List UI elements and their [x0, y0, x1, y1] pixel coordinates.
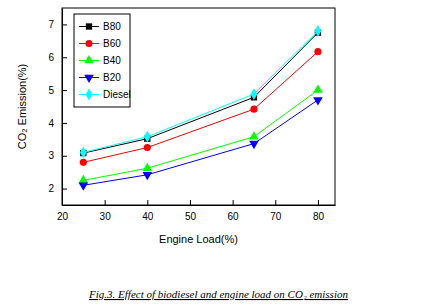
marker [80, 147, 87, 159]
marker [249, 131, 259, 139]
tick-mark [62, 24, 67, 25]
tick: 50 [185, 200, 197, 222]
marker [79, 183, 89, 191]
marker [144, 131, 151, 143]
tick-label: 6 [48, 52, 54, 63]
tick-mark [62, 57, 67, 58]
marker [80, 159, 87, 166]
marker [315, 25, 322, 37]
marker [314, 48, 321, 55]
tick: 3 [48, 150, 67, 161]
tick-label: 40 [142, 211, 154, 222]
chart: 20 30 40 50 60 70 80 2 3 4 5 6 7 B80 B60 B40 B20 Diesel En… [0, 0, 428, 308]
tick: 2 [48, 183, 67, 194]
tick-label: 2 [48, 183, 54, 194]
legend-marker [86, 89, 93, 101]
marker [79, 175, 89, 183]
plot-frame [62, 8, 335, 205]
tick-label: 60 [228, 211, 240, 222]
legend-label: B20 [103, 72, 121, 83]
legend-marker [84, 55, 94, 63]
marker [313, 97, 323, 105]
marker [143, 172, 153, 180]
marker [143, 163, 153, 171]
tick: 40 [142, 200, 154, 222]
legend-marker [84, 75, 94, 83]
tick-mark [105, 200, 106, 205]
tick: 5 [48, 85, 67, 96]
tick-label: 20 [57, 211, 69, 222]
tick-mark [147, 200, 148, 205]
plot: 20 30 40 50 60 70 80 2 3 4 5 6 7 B80 B60 B40 B20 Diesel [48, 8, 335, 222]
tick: 7 [48, 19, 67, 30]
series-line [83, 100, 318, 185]
legend-label: B60 [103, 38, 121, 49]
marker [249, 141, 259, 149]
tick-mark [62, 156, 67, 157]
tick-mark [62, 123, 67, 124]
tick-mark [275, 200, 276, 205]
tick: 6 [48, 52, 67, 63]
y-axis: 2 3 4 5 6 7 [48, 9, 67, 206]
tick-mark [190, 200, 191, 205]
tick-mark [62, 90, 67, 91]
x-axis-title: Engine Load(%) [159, 233, 238, 245]
legend-marker [86, 23, 92, 29]
legend-box [74, 14, 130, 107]
marker [251, 88, 258, 100]
tick-label: 30 [100, 211, 112, 222]
tick-mark [233, 200, 234, 205]
marker [313, 85, 323, 93]
legend: B80 B60 B40 B20 Diesel [74, 14, 131, 107]
x-axis: 20 30 40 50 60 70 80 [57, 200, 336, 222]
tick-label: 7 [48, 19, 54, 30]
legend-label: B40 [103, 55, 121, 66]
tick-mark [62, 189, 67, 190]
tick: 80 [313, 200, 325, 222]
tick-label: 50 [185, 211, 197, 222]
legend-marker [85, 40, 92, 47]
tick-label: 70 [270, 211, 282, 222]
tick: 30 [100, 200, 112, 222]
axis-line [63, 205, 336, 206]
tick-label: 3 [48, 150, 54, 161]
tick: 60 [228, 200, 240, 222]
tick: 70 [270, 200, 282, 222]
tick: 4 [48, 118, 67, 129]
axis-line [62, 9, 63, 206]
tick-label: 5 [48, 85, 54, 96]
chart-title: Fig.3. Effect of biodiesel and engine lo… [88, 288, 348, 300]
marker [250, 106, 257, 113]
tick-label: 4 [48, 118, 54, 129]
tick-label: 80 [313, 211, 325, 222]
marker [144, 144, 151, 151]
y-axis-title: CO₂ Emission(%) [16, 64, 28, 150]
legend-label: B80 [103, 21, 121, 32]
legend-label: Diesel [103, 89, 131, 100]
tick-mark [318, 200, 319, 205]
